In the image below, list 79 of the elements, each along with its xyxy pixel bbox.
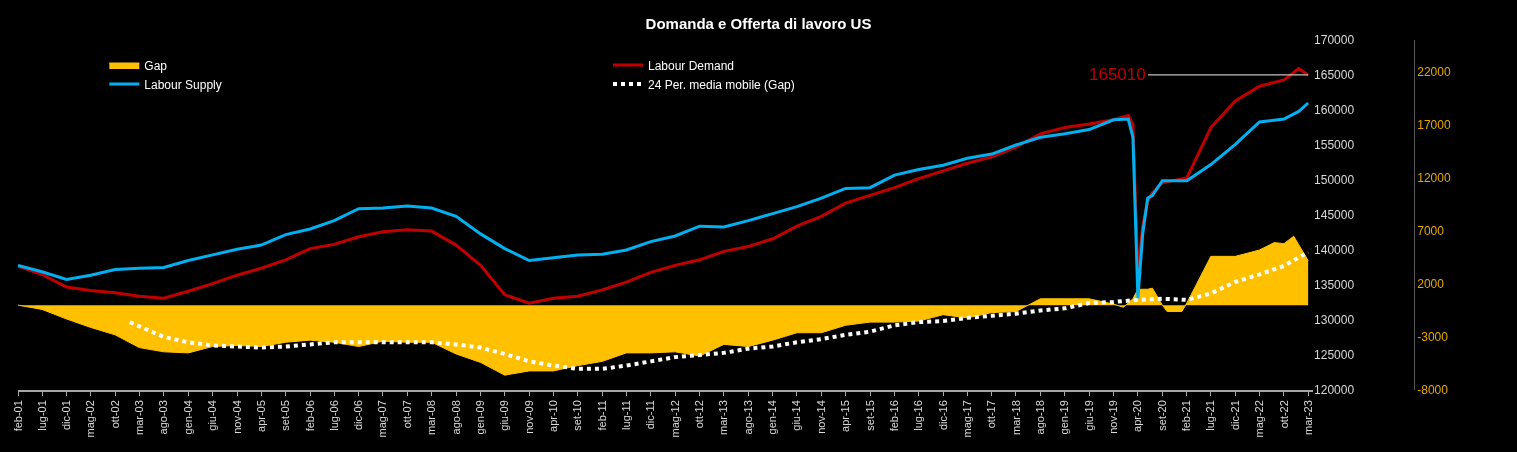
- x-tick-label: feb-21: [1180, 400, 1193, 432]
- legend-label: Gap: [144, 58, 168, 73]
- x-tick-label: giu-19: [1082, 400, 1095, 431]
- x-tick-label: mag-02: [84, 400, 97, 438]
- x-tick-label: giu-04: [206, 400, 219, 431]
- line-series: [18, 101, 1310, 300]
- legend-label: Labour Demand: [647, 58, 735, 73]
- x-tick-label: feb-16: [888, 400, 901, 432]
- x-tick-label: lug-16: [912, 400, 925, 431]
- x-tick-label: apr-15: [839, 400, 852, 432]
- x-tick-label: apr-05: [254, 400, 267, 432]
- y2-tick-label: 7000: [1417, 224, 1445, 239]
- x-tick-label: feb-06: [303, 400, 316, 432]
- x-tick-label: set-15: [863, 400, 876, 431]
- x-tick-label: giu-14: [790, 400, 803, 431]
- y-tick-label: 160000: [1314, 103, 1355, 118]
- y2-tick-label: 2000: [1417, 277, 1445, 292]
- x-tick-label: dic-06: [352, 400, 365, 431]
- x-tick-label: mar-08: [425, 400, 438, 435]
- x-tick-label: gen-19: [1058, 400, 1071, 435]
- y-tick-label: 155000: [1314, 138, 1355, 153]
- y-tick-label: 165000: [1314, 68, 1355, 83]
- y-tick-label: 145000: [1314, 208, 1355, 223]
- x-tick-label: ott-12: [693, 400, 706, 429]
- y2-tick-label: 12000: [1417, 171, 1451, 186]
- x-tick-label: lug-11: [619, 400, 632, 430]
- x-tick-label: nov-04: [230, 400, 243, 434]
- x-tick-label: lug-06: [327, 400, 340, 431]
- x-tick-label: ott-22: [1277, 400, 1290, 429]
- x-tick-label: ago-18: [1034, 400, 1047, 435]
- x-tick-label: ago-13: [741, 400, 754, 435]
- x-tick-label: ago-03: [157, 400, 170, 435]
- x-tick-label: dic-21: [1228, 400, 1241, 431]
- x-tick-label: set-05: [279, 400, 292, 431]
- x-tick-label: mag-07: [376, 400, 389, 438]
- x-tick-label: mar-18: [1009, 400, 1022, 435]
- x-tick-label: mar-23: [1301, 400, 1314, 435]
- x-tick-label: nov-19: [1107, 400, 1120, 434]
- x-tick-label: giu-09: [498, 400, 511, 431]
- x-tick-label: mar-03: [132, 400, 145, 435]
- x-tick-label: dic-01: [60, 400, 73, 431]
- x-tick-label: lug-21: [1204, 400, 1217, 431]
- legend-label: 24 Per. media mobile (Gap): [647, 77, 795, 92]
- y-tick-label: 125000: [1314, 348, 1355, 363]
- x-tick-label: gen-04: [181, 400, 194, 435]
- x-tick-label: apr-20: [1131, 400, 1144, 432]
- x-tick-label: apr-10: [546, 400, 559, 432]
- y-tick-label: 120000: [1314, 383, 1355, 398]
- y-tick-label: 135000: [1314, 278, 1355, 293]
- x-tick-label: nov-09: [522, 400, 535, 434]
- x-tick-label: ott-17: [985, 400, 998, 429]
- annotation: 165010: [1089, 65, 1146, 84]
- x-tick-label: set-20: [1155, 400, 1168, 431]
- x-tick-label: feb-01: [11, 400, 24, 432]
- x-tick-label: mag-17: [960, 400, 973, 438]
- x-tick-label: gen-09: [474, 400, 487, 435]
- y-tick-label: 140000: [1314, 243, 1355, 258]
- x-tick-label: set-10: [571, 400, 584, 431]
- y2-tick-label: -8000: [1417, 383, 1449, 398]
- x-tick-label: dic-16: [936, 400, 949, 431]
- x-tick-label: ago-08: [449, 400, 462, 435]
- x-tick-label: nov-14: [814, 400, 827, 434]
- y-tick-label: 150000: [1314, 173, 1355, 188]
- y-tick-label: 130000: [1314, 313, 1355, 328]
- x-tick-label: ott-02: [108, 400, 121, 429]
- y-tick-label: 170000: [1314, 33, 1355, 48]
- x-tick-label: gen-14: [766, 400, 779, 435]
- y2-tick-label: 22000: [1417, 65, 1451, 80]
- x-tick-label: mar-13: [717, 400, 730, 435]
- legend-label: Labour Supply: [144, 77, 222, 92]
- x-tick-label: feb-11: [595, 400, 608, 431]
- chart-title: Domanda e Offerta di lavoro US: [645, 14, 872, 32]
- y2-tick-label: 17000: [1417, 118, 1451, 133]
- x-tick-label: ott-07: [400, 400, 413, 429]
- x-tick-label: lug-01: [35, 400, 48, 431]
- x-tick-label: mag-22: [1253, 400, 1266, 438]
- x-tick-label: dic-11: [644, 400, 657, 430]
- y2-tick-label: -3000: [1417, 330, 1449, 345]
- x-tick-label: mag-12: [668, 400, 681, 438]
